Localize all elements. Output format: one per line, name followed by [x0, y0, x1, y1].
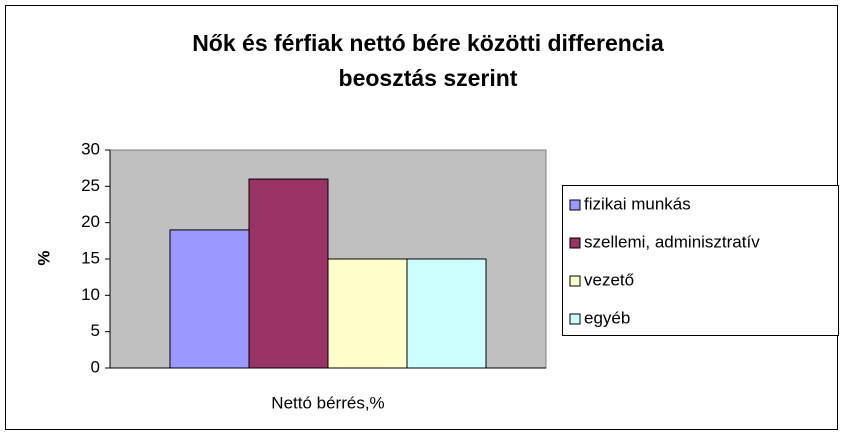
y-tick-label: 10: [81, 285, 100, 304]
bar: [406, 258, 487, 369]
y-tick-label: 5: [91, 321, 100, 340]
y-axis-label: %: [34, 250, 53, 265]
chart-title: beosztás szerint: [339, 65, 518, 91]
legend-label: fizikai munkás: [584, 194, 691, 213]
legend-swatch: [569, 275, 581, 287]
chart-title: Nők és férfiak nettó bére közötti differ…: [192, 30, 664, 56]
bar: [327, 258, 408, 369]
bar: [248, 178, 329, 369]
y-tick-label: 25: [81, 176, 100, 195]
x-tick-label: Nettó bérrés,%: [271, 393, 384, 412]
y-tick-label: 0: [91, 357, 100, 376]
y-tick-label: 15: [81, 248, 100, 267]
y-tick-label: 20: [81, 212, 100, 231]
legend-label: vezető: [584, 270, 634, 289]
legend-label: egyéb: [584, 308, 630, 327]
y-tick-label: 30: [81, 139, 100, 158]
legend-swatch: [569, 199, 581, 211]
legend: [562, 185, 839, 336]
bar: [169, 229, 250, 369]
legend-swatch: [569, 313, 581, 325]
legend-swatch: [569, 237, 581, 249]
legend-label: szellemi, adminisztratív: [584, 232, 760, 251]
